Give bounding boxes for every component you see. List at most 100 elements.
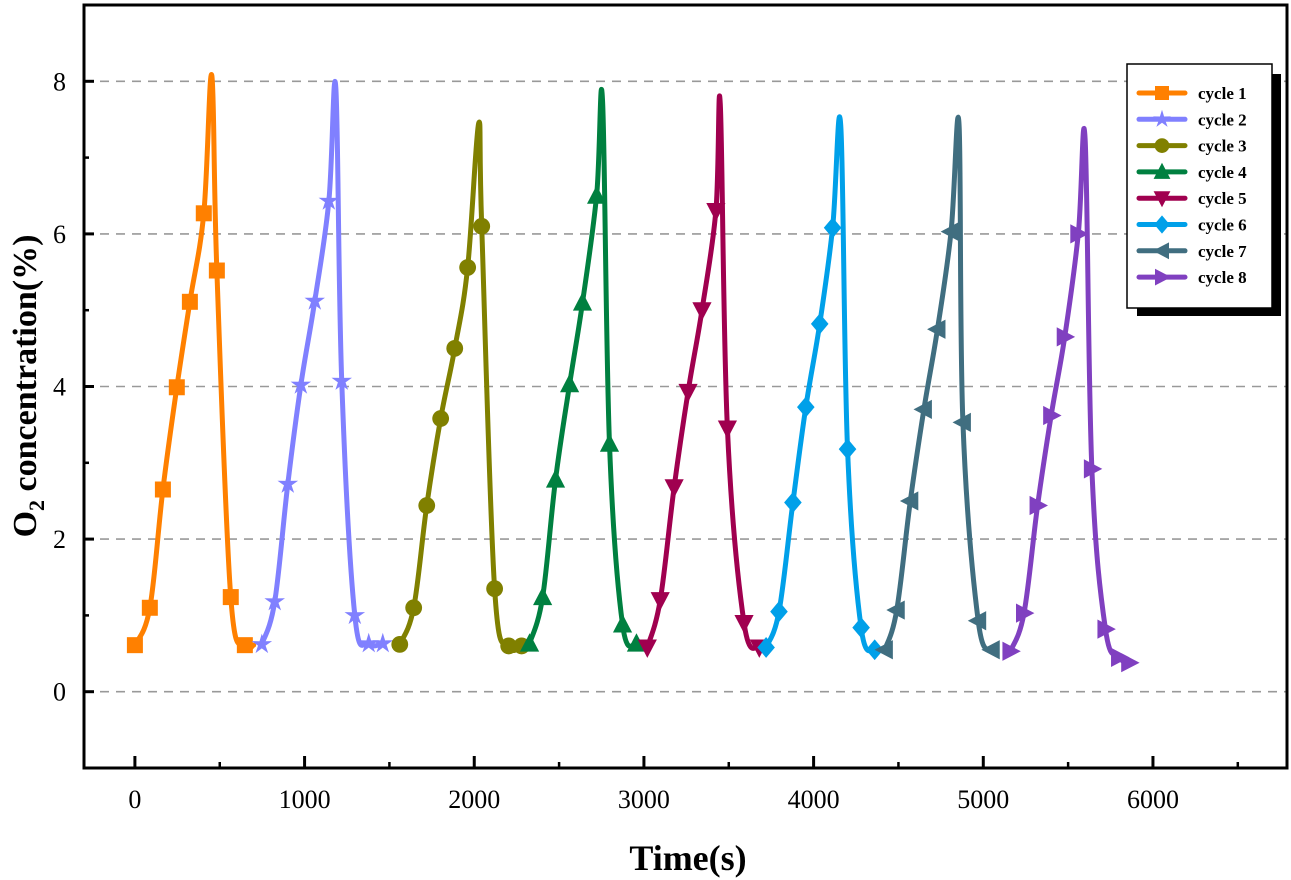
series-cycle-7 (874, 114, 1000, 660)
data-point (208, 262, 225, 279)
series-cycle-8 (1002, 126, 1140, 673)
data-point (304, 290, 325, 310)
data-point (344, 604, 366, 625)
legend-marker-triangle-right (1155, 268, 1172, 286)
y-tick-label: 2 (53, 525, 66, 554)
data-point (1056, 327, 1076, 347)
data-point (797, 396, 815, 418)
data-point (486, 580, 504, 598)
data-point (899, 491, 919, 511)
data-point (290, 374, 312, 394)
data-point (459, 259, 477, 276)
data-point (405, 599, 423, 617)
data-point (1083, 459, 1103, 479)
data-point (927, 319, 946, 339)
series-cycle-4 (519, 87, 647, 652)
series-line (527, 87, 639, 649)
series-line (763, 114, 878, 654)
data-point (692, 302, 712, 321)
legend-label: cycle 1 (1198, 84, 1247, 103)
data-point (1016, 603, 1035, 623)
data-point (533, 586, 553, 606)
data-point (823, 217, 842, 239)
axis-ticks: 0 2 4 6 8 0 1000 2000 3000 4000 5000 6000 (53, 3, 1240, 814)
legend-marker-triangle-up (1153, 162, 1171, 179)
legend-marker-square (1155, 86, 1169, 100)
data-point (981, 640, 1000, 660)
data-point (586, 185, 607, 204)
x-tick-label: 1000 (279, 785, 331, 814)
x-tick-label: 4000 (788, 785, 840, 814)
data-point (141, 599, 158, 616)
x-tick-label: 2000 (448, 785, 500, 814)
data-point (1097, 619, 1116, 639)
y-tick-label: 0 (53, 678, 66, 707)
data-point (1121, 653, 1140, 673)
data-point (664, 479, 684, 498)
data-point (222, 589, 239, 606)
data-point (154, 481, 171, 498)
data-point (195, 205, 212, 222)
legend-label: cycle 4 (1198, 163, 1247, 182)
series-cycle-2 (251, 78, 394, 654)
x-tick-label: 3000 (618, 785, 670, 814)
legend-label: cycle 8 (1198, 268, 1247, 287)
data-point (391, 635, 409, 653)
data-point (838, 438, 857, 460)
data-point (372, 632, 394, 653)
data-point (734, 615, 754, 634)
data-point (500, 637, 518, 655)
data-point (952, 412, 971, 432)
data-point (236, 637, 253, 654)
series-line (644, 93, 762, 651)
x-tick-label: 0 (128, 785, 141, 814)
data-point (168, 379, 185, 396)
legend-label: cycle 3 (1198, 137, 1247, 156)
data-point (706, 203, 726, 222)
data-point (1002, 641, 1021, 661)
data-point (473, 217, 491, 235)
data-point (545, 469, 566, 488)
legend-label: cycle 5 (1198, 189, 1247, 208)
data-point (717, 420, 738, 439)
y-axis-label: O2 concentration(%) (7, 235, 49, 538)
data-point (519, 633, 540, 652)
data-point (560, 373, 580, 393)
series-line (259, 78, 386, 649)
data-point (251, 633, 273, 654)
legend: cycle 1 cycle 2 cycle 3 cycle 4 cycle 5 cycle… (1126, 63, 1281, 316)
data-point (612, 614, 633, 633)
data-point (757, 637, 775, 658)
data-point (637, 639, 657, 658)
y-tick-label: 4 (53, 373, 66, 402)
data-point (126, 637, 143, 654)
legend-marker-diamond (1154, 215, 1170, 234)
data-point (810, 313, 829, 335)
data-point (1111, 647, 1130, 667)
data-point (784, 492, 802, 513)
data-point (770, 601, 788, 622)
data-point (446, 339, 464, 357)
data-point (1070, 224, 1089, 244)
series-cycle-1 (126, 72, 257, 654)
series-line (1007, 126, 1132, 666)
series-line (132, 72, 257, 652)
legend-marker-triangle-left (1152, 242, 1169, 260)
legend-label: cycle 2 (1198, 110, 1247, 129)
data-point (940, 222, 960, 242)
data-point (913, 399, 932, 419)
data-point (678, 383, 698, 403)
data-point (264, 590, 285, 611)
y-tick-label: 6 (53, 220, 66, 249)
data-point (277, 473, 299, 493)
legend-marker-triangle-down (1153, 191, 1171, 208)
legend-label: cycle 6 (1198, 216, 1247, 235)
legend-box (1126, 63, 1273, 309)
series-line (882, 114, 995, 653)
y-tick-label: 8 (53, 67, 66, 96)
data-point (599, 433, 620, 452)
data-point (886, 600, 905, 620)
data-point (852, 617, 870, 639)
series-group (126, 72, 1140, 673)
